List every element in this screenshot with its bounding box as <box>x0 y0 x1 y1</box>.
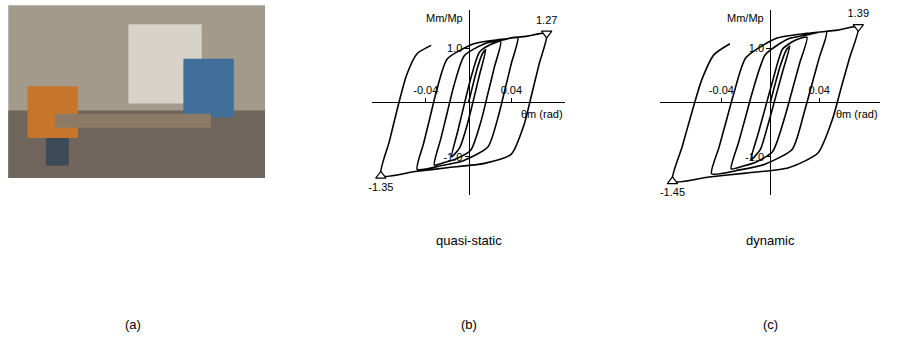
svg-text:1.39: 1.39 <box>848 7 869 19</box>
svg-text:0.04: 0.04 <box>501 84 522 96</box>
svg-text:(c): (c) <box>763 317 778 332</box>
svg-text:Mm/Mp: Mm/Mp <box>727 12 764 24</box>
svg-text:θm (rad): θm (rad) <box>521 108 563 120</box>
svg-text:1.27: 1.27 <box>536 14 557 26</box>
svg-text:1.0: 1.0 <box>749 42 764 54</box>
svg-text:-1.35: -1.35 <box>368 181 393 193</box>
svg-text:-0.04: -0.04 <box>709 84 734 96</box>
svg-text:1.0: 1.0 <box>447 42 462 54</box>
svg-text:(b): (b) <box>461 317 477 332</box>
svg-text:quasi-static: quasi-static <box>436 233 502 248</box>
svg-text:dynamic: dynamic <box>746 233 795 248</box>
svg-text:0.04: 0.04 <box>808 84 829 96</box>
svg-text:(a): (a) <box>125 317 141 332</box>
svg-text:-1.0: -1.0 <box>443 151 462 163</box>
svg-text:θm (rad): θm (rad) <box>836 108 878 120</box>
svg-text:-1.0: -1.0 <box>745 151 764 163</box>
svg-text:-1.45: -1.45 <box>660 186 685 198</box>
svg-text:-0.04: -0.04 <box>413 84 438 96</box>
svg-text:Mm/Mp: Mm/Mp <box>426 12 463 24</box>
